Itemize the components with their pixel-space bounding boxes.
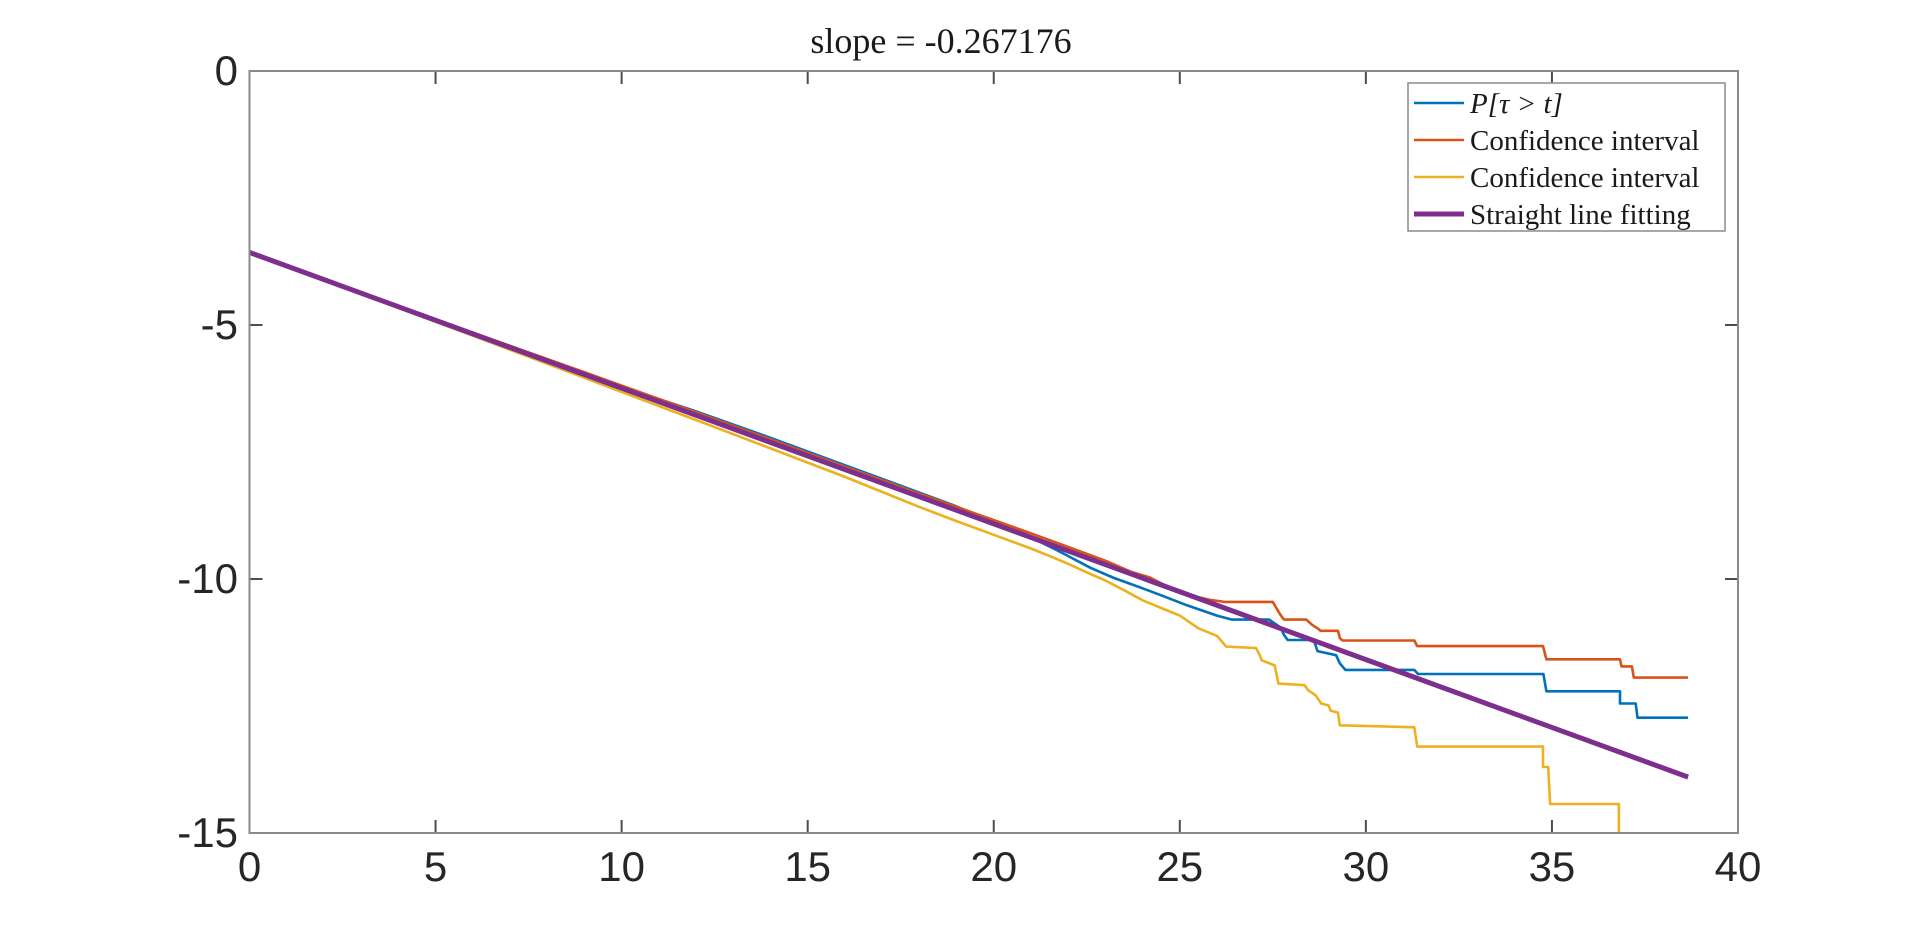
series-line-3 bbox=[248, 250, 1689, 780]
y-tick-label: -5 bbox=[201, 301, 238, 348]
legend-label-0: P[τ > t] bbox=[1469, 88, 1563, 120]
plot-box bbox=[248, 70, 1739, 834]
legend-label-1: Confidence interval bbox=[1470, 125, 1700, 157]
series-line-0 bbox=[249, 251, 1689, 720]
x-tick-label: 20 bbox=[970, 843, 1017, 890]
y-tick-label: 0 bbox=[215, 47, 238, 94]
legend-label-3: Straight line fitting bbox=[1470, 199, 1691, 231]
axis-tick-labels: 0 5 10 15 20 25 30 35 40 0 -5 -10 -15 bbox=[177, 47, 1761, 890]
x-tick-label: 25 bbox=[1156, 843, 1203, 890]
y-tick-label: -10 bbox=[177, 555, 238, 602]
y-tick-label: -15 bbox=[177, 809, 238, 856]
legend: P[τ > t] Confidence interval Confidence in… bbox=[1407, 82, 1726, 232]
x-tick-label: 15 bbox=[784, 843, 831, 890]
legend-label-2: Confidence interval bbox=[1470, 162, 1700, 194]
legend-box bbox=[1407, 82, 1726, 232]
x-tick-label: 5 bbox=[424, 843, 447, 890]
x-tick-label: 35 bbox=[1529, 843, 1576, 890]
axis-box bbox=[248, 70, 1739, 834]
x-tick-label: 0 bbox=[238, 843, 261, 890]
x-tick-label: 10 bbox=[598, 843, 645, 890]
series-line-2 bbox=[249, 251, 1621, 833]
x-tick-label: 30 bbox=[1343, 843, 1390, 890]
plot-title: slope = -0.267176 bbox=[810, 21, 1071, 61]
x-tick-label: 40 bbox=[1715, 843, 1762, 890]
series-lines bbox=[248, 250, 1689, 833]
series-line-1 bbox=[249, 251, 1689, 679]
